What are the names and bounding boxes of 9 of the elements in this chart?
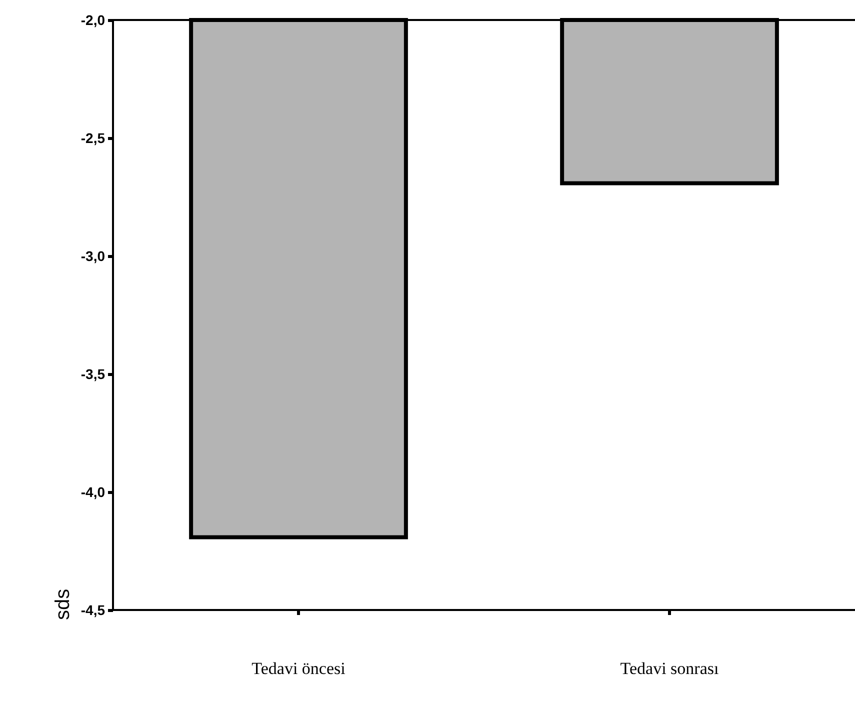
y-tick-label: -3,5 xyxy=(80,366,106,382)
x-tick-label: Tedavi öncesi xyxy=(252,659,346,678)
y-tick-label: -4,0 xyxy=(80,484,106,500)
y-tick-label: -2,0 xyxy=(80,12,106,28)
y-tick-label: -3,0 xyxy=(80,248,106,264)
y-tick-label: -2,5 xyxy=(80,130,106,146)
y-axis-title: sds xyxy=(52,588,74,620)
x-tick-label: Tedavi sonrası xyxy=(620,659,719,678)
y-tick-label: -4,5 xyxy=(80,602,106,618)
